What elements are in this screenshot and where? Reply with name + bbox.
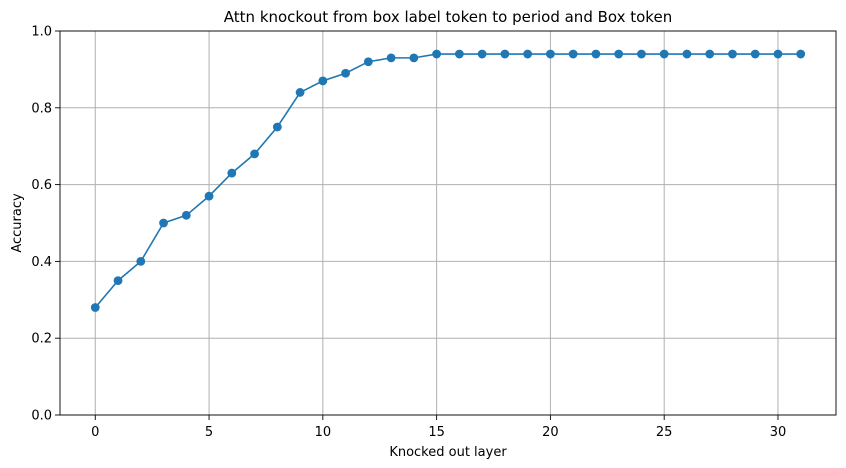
data-point bbox=[500, 49, 510, 59]
data-point bbox=[363, 57, 373, 67]
data-point bbox=[250, 149, 259, 159]
data-point bbox=[386, 53, 396, 63]
data-point bbox=[682, 49, 692, 59]
data-point bbox=[272, 122, 282, 132]
data-point bbox=[477, 49, 487, 59]
data-point bbox=[341, 68, 350, 78]
x-axis: 0 5 10 15 20 25 30 bbox=[91, 415, 786, 440]
data-point bbox=[705, 49, 715, 59]
y-tick-label: 1.0 bbox=[31, 25, 52, 40]
y-tick-label: 0.8 bbox=[31, 101, 52, 116]
data-point bbox=[136, 257, 146, 266]
data-point bbox=[90, 303, 100, 312]
data-point bbox=[454, 49, 464, 59]
data-point bbox=[750, 49, 760, 59]
x-tick-label: 20 bbox=[542, 425, 559, 440]
data-point bbox=[568, 49, 578, 59]
y-axis: 0.0 0.2 0.4 0.6 0.8 1.0 bbox=[31, 25, 60, 424]
data-point bbox=[591, 49, 601, 59]
data-point bbox=[659, 49, 669, 59]
data-point bbox=[432, 49, 442, 59]
series-line bbox=[94, 53, 801, 308]
x-axis-label: Knocked out layer bbox=[389, 445, 507, 460]
x-tick-label: 5 bbox=[205, 425, 213, 440]
x-tick-label: 25 bbox=[656, 425, 673, 440]
y-tick-label: 0.0 bbox=[31, 409, 52, 424]
data-point bbox=[523, 49, 533, 59]
x-tick-label: 30 bbox=[770, 425, 787, 440]
y-axis-label: Accuracy bbox=[10, 193, 25, 253]
data-point bbox=[181, 210, 191, 220]
series-layer bbox=[90, 49, 806, 312]
plot-frame bbox=[59, 30, 837, 416]
data-point bbox=[614, 49, 624, 59]
data-point bbox=[546, 49, 555, 59]
x-tick-label: 10 bbox=[315, 425, 332, 440]
x-tick-label: 15 bbox=[428, 425, 445, 440]
data-point bbox=[113, 276, 123, 285]
data-point bbox=[159, 218, 168, 228]
data-point bbox=[318, 76, 328, 86]
data-point bbox=[728, 49, 737, 59]
grid-lines bbox=[60, 30, 836, 416]
chart-title: Attn knockout from box label token to pe… bbox=[224, 8, 672, 26]
data-point bbox=[204, 191, 214, 201]
y-tick-label: 0.6 bbox=[31, 178, 52, 193]
x-tick-label: 0 bbox=[91, 425, 99, 440]
data-point bbox=[637, 49, 646, 59]
data-point bbox=[796, 49, 806, 59]
y-tick-label: 0.2 bbox=[31, 332, 52, 347]
y-tick-label: 0.4 bbox=[31, 255, 52, 270]
data-point bbox=[227, 168, 237, 178]
data-point bbox=[409, 53, 419, 63]
data-point bbox=[773, 49, 783, 59]
data-point bbox=[295, 88, 305, 97]
